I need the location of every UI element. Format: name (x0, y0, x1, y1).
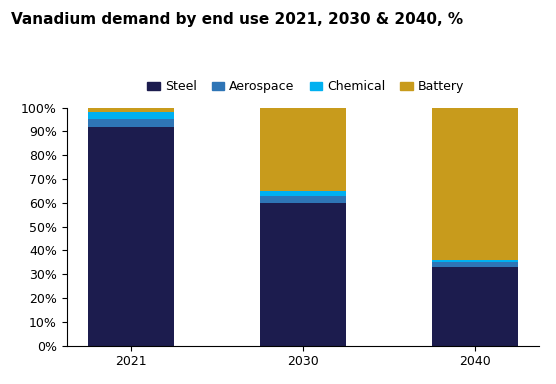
Bar (88, 112, 174, 119)
Bar (432, 262, 518, 267)
Bar (260, 191, 346, 195)
Bar (88, 127, 174, 346)
Bar (260, 108, 346, 191)
Bar (88, 108, 174, 112)
Bar (260, 195, 346, 203)
Bar (432, 267, 518, 346)
Text: Vanadium demand by end use 2021, 2030 & 2040, %: Vanadium demand by end use 2021, 2030 & … (11, 12, 463, 26)
Legend: Steel, Aerospace, Chemical, Battery: Steel, Aerospace, Chemical, Battery (142, 75, 469, 98)
Bar (432, 260, 518, 262)
Bar (432, 108, 518, 260)
Bar (260, 203, 346, 346)
Bar (88, 119, 174, 127)
